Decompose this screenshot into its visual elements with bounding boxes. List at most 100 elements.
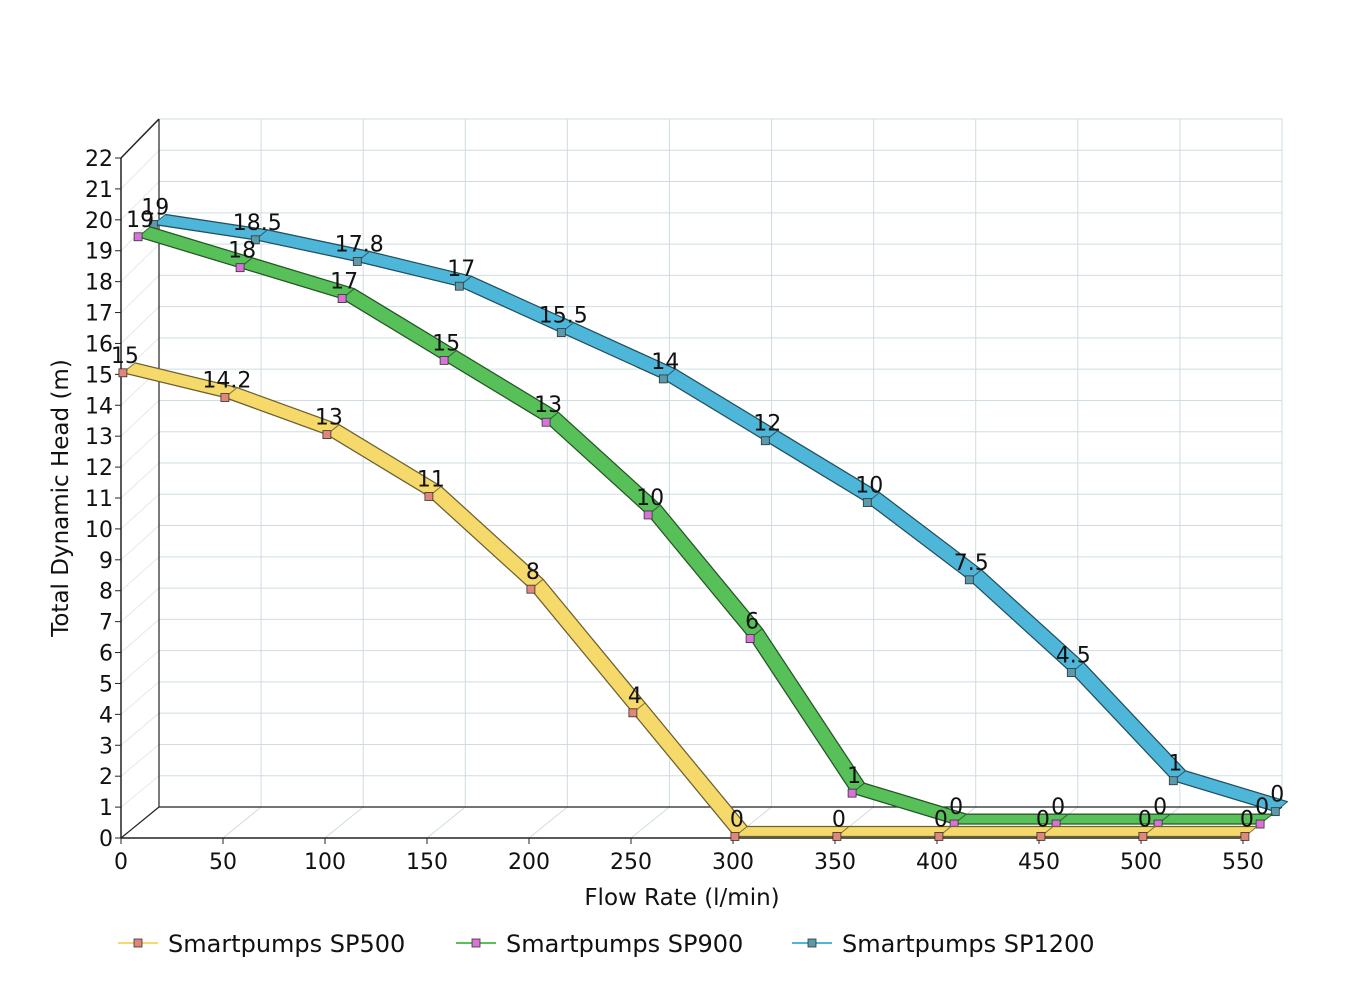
data-point-marker[interactable] [862,498,872,507]
ribbon-back-edge [150,226,1273,815]
data-label: 10 [636,486,664,511]
data-point-marker[interactable] [847,788,857,798]
data-point-marker[interactable] [1270,807,1280,817]
data-label: 19 [141,195,169,220]
data-point-marker[interactable] [133,232,143,242]
left-wall-grid-line [120,212,160,252]
data-label: 17 [330,270,358,295]
data-point-marker[interactable] [745,634,755,643]
data-point-marker[interactable] [1066,668,1076,677]
data-point-marker[interactable] [322,430,332,440]
data-point-marker[interactable] [934,832,944,841]
y-tick-label: 7 [99,611,113,636]
floor-grid-line [324,806,364,839]
left-wall-grid-line [120,149,160,190]
data-label: 0 [1036,807,1050,832]
data-label: 14.2 [202,369,251,394]
y-tick-label: 10 [85,518,113,543]
left-wall-grid-line [120,775,160,808]
data-label: 15 [432,331,460,356]
legend-swatch-marker [807,938,817,948]
floor-grid-line [528,806,568,839]
data-point-marker[interactable] [628,708,638,718]
data-label: 8 [526,560,540,585]
y-tick-label: 20 [85,209,113,234]
data-point-marker[interactable] [658,374,668,384]
data-label: 15.5 [539,304,588,329]
data-point-marker[interactable] [526,584,536,594]
floor-grid-line [222,806,262,839]
data-point-marker[interactable] [337,294,347,303]
data-point-marker[interactable] [643,510,653,520]
data-point-marker[interactable] [352,257,362,266]
x-tick-label: 200 [508,850,550,875]
ribbon-front-edge [137,236,1261,825]
y-tick-label: 17 [85,302,113,327]
data-point-marker[interactable] [1255,819,1265,829]
ribbon-front-edge [153,223,1276,813]
left-wall-grid-line [120,306,160,344]
data-label: 19 [126,208,154,233]
y-tick-label: 12 [85,456,113,481]
left-wall-grid-line [120,337,160,375]
data-label: 1 [1168,752,1182,777]
left-wall-grid-line [120,243,160,282]
data-point-marker[interactable] [1240,832,1250,841]
data-point-marker[interactable] [250,235,260,245]
axis-titles: Flow Rate (l/min) Total Dynamic Head (m) [48,359,780,911]
y-tick-label: 5 [99,672,113,697]
y-tick-label: 19 [85,240,113,265]
legend-item[interactable]: Smartpumps SP900 [456,930,743,958]
data-label: 15 [111,344,139,369]
data-label: 14 [651,350,679,375]
data-labels: 1918.517.81715.51412107.54.5101918171513… [111,195,1284,832]
data-point-marker[interactable] [556,328,566,337]
data-label: 17.8 [335,232,384,257]
left-wall-grid-line [120,181,160,221]
left-wall-grid-line [120,525,160,561]
left-wall-grid-line [120,275,160,313]
data-point-marker[interactable] [964,575,974,585]
y-tick-label: 14 [85,394,113,419]
ribbon-front-edge [122,372,1245,838]
data-point-marker[interactable] [1036,832,1046,841]
y-tick-label: 18 [85,271,113,296]
floor-grid-line [630,806,670,839]
data-point-marker[interactable] [541,417,551,427]
data-point-marker[interactable] [1168,776,1178,786]
x-tick-label: 350 [814,850,856,875]
data-label: 0 [949,795,963,820]
data-label: 0 [730,807,744,832]
data-point-marker[interactable] [832,832,842,841]
legend-item[interactable]: Smartpumps SP1200 [792,930,1095,958]
y-tick-label: 21 [85,178,113,203]
left-wall-grid-line [120,493,160,530]
data-point-marker[interactable] [1138,832,1148,841]
data-label: 4.5 [1056,644,1091,669]
y-tick-label: 22 [85,147,113,172]
data-point-marker[interactable] [424,492,434,501]
left-wall-grid-line [120,431,160,468]
data-label: 0 [1270,783,1284,808]
data-point-marker[interactable] [118,368,128,378]
x-tick-label: 250 [610,850,652,875]
x-tick-label: 500 [1120,850,1162,875]
data-point-marker[interactable] [454,281,464,291]
data-label: 0 [1240,807,1254,832]
data-point-marker[interactable] [439,356,449,365]
data-label: 11 [417,467,445,492]
corner-depth-line [120,806,160,839]
y-tick-label: 1 [99,796,113,821]
data-point-marker[interactable] [235,263,245,273]
y-tick-label: 2 [99,765,113,790]
data-point-marker[interactable] [760,436,770,446]
data-label: 0 [1255,795,1269,820]
left-wall-grid-line [120,587,160,623]
series-smartpumps-sp500 [118,362,1258,841]
left-wall-grid-line [120,462,160,499]
data-point-marker[interactable] [220,393,230,402]
legend-item[interactable]: Smartpumps SP500 [118,930,405,958]
data-point-marker[interactable] [730,832,740,841]
